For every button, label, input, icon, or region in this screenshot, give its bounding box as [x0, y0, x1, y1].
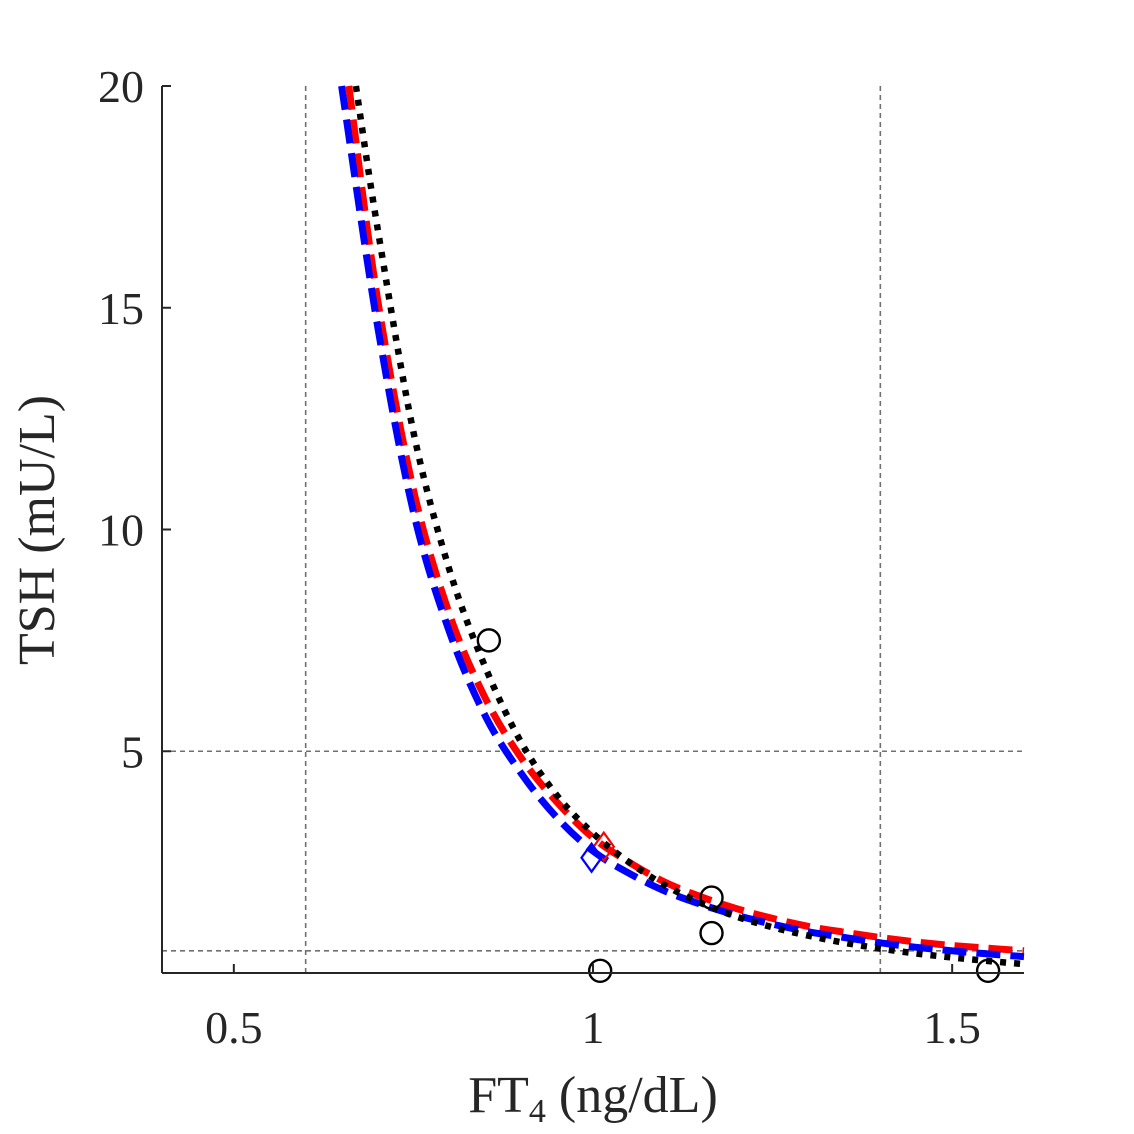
observation-point-2 [699, 885, 724, 910]
y-tick-label-1: 10 [98, 505, 144, 556]
marker-layer [476, 628, 1001, 983]
observation-point-3 [699, 920, 724, 946]
red-dashed-fit [345, 85, 1025, 955]
y-tick-label-0: 5 [121, 726, 144, 777]
series-layer [338, 85, 1025, 968]
y-axis-label: TSH (mU/L) [9, 395, 66, 665]
red-setpoint [592, 830, 616, 863]
observation-point-4 [975, 958, 1001, 983]
x-axis-label-subscript: 4 [529, 1093, 546, 1130]
x-axis-label-units: (ng/dL) [559, 1067, 718, 1124]
x-axis-label-main: FT [468, 1067, 529, 1124]
blue-setpoint [580, 841, 603, 874]
observation-point-1 [587, 958, 613, 983]
black-dotted-fit [352, 85, 1025, 968]
x-axis-label: FT4 (ng/dL) [468, 1067, 718, 1130]
observation-point-0 [476, 628, 502, 653]
tick-labels: 0.5 1 1.5 5 10 15 20 [98, 61, 981, 1053]
axes [161, 85, 1024, 974]
x-tick-label-0: 0.5 [205, 1002, 263, 1053]
x-tick-label-2: 1.5 [923, 1002, 981, 1053]
x-axis-label-spacer [546, 1067, 559, 1124]
blue-dashed-fit [338, 85, 1025, 961]
x-tick-label-1: 1 [582, 1002, 605, 1053]
reference-lines [162, 86, 1024, 973]
y-tick-label-2: 15 [98, 283, 144, 334]
y-tick-label-3: 20 [98, 61, 144, 112]
